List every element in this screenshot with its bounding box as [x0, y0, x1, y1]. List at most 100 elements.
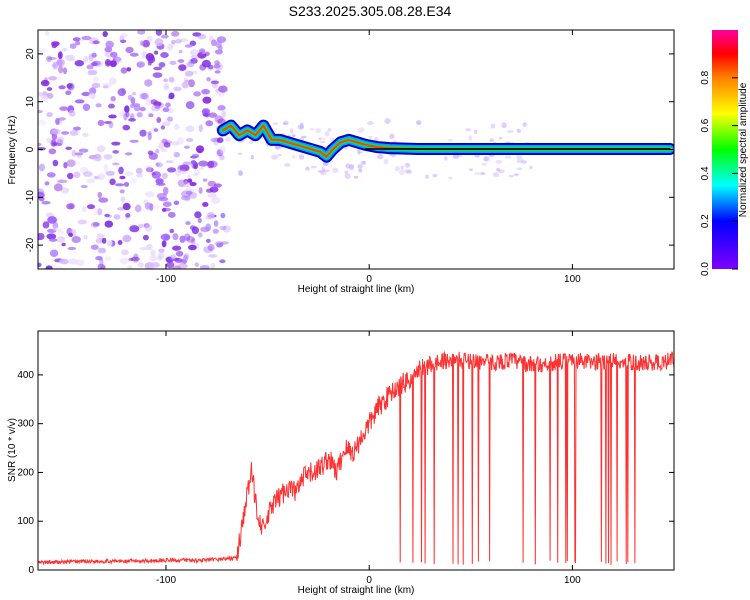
noise-blob	[134, 204, 142, 213]
noise-blob	[138, 223, 144, 229]
colorbar-tick-label: 0.2	[700, 214, 711, 228]
noise-blob	[212, 228, 219, 234]
noise-blob	[206, 238, 211, 243]
noise-blob	[162, 201, 172, 207]
noise-blob	[192, 70, 198, 75]
x-tick-label: 0	[366, 274, 372, 285]
noise-blob	[404, 162, 411, 168]
noise-blob	[40, 79, 50, 87]
noise-blob	[104, 220, 114, 228]
noise-blob	[237, 152, 243, 155]
noise-blob	[41, 80, 49, 84]
y-tick-label: 20	[25, 48, 36, 60]
noise-blob	[47, 57, 57, 60]
noise-blob	[53, 265, 63, 269]
noise-blob	[71, 149, 77, 157]
noise-blob	[317, 170, 325, 173]
noise-blob	[129, 139, 139, 143]
noise-blob	[498, 137, 503, 140]
noise-blob	[183, 254, 188, 263]
noise-blob	[81, 91, 91, 97]
noise-blob	[38, 196, 45, 202]
noise-blob	[508, 174, 514, 178]
noise-blob	[46, 55, 52, 62]
noise-blob	[142, 39, 151, 48]
colorbar-tick-label: 0.0	[700, 262, 711, 276]
noise-blob	[144, 79, 153, 87]
y-tick-label: -10	[25, 190, 36, 205]
noise-blob	[207, 180, 217, 187]
noise-blob	[119, 175, 126, 180]
noise-blob	[68, 110, 76, 117]
noise-blob	[111, 141, 121, 146]
noise-blob	[178, 64, 187, 71]
noise-blob	[51, 128, 61, 135]
noise-blob	[44, 181, 50, 186]
noise-blob	[139, 106, 146, 112]
noise-blob	[130, 256, 140, 262]
noise-blob	[40, 94, 48, 102]
noise-blob	[171, 30, 180, 37]
noise-blob	[198, 232, 203, 238]
noise-blob	[81, 205, 87, 213]
noise-blob	[47, 216, 57, 224]
noise-blob	[197, 33, 207, 40]
noise-blob	[47, 92, 54, 99]
noise-blob	[145, 165, 152, 173]
noise-blob	[90, 244, 99, 250]
y-tick-label: 0	[28, 565, 34, 576]
noise-blob	[121, 249, 129, 256]
noise-blob	[216, 137, 224, 144]
noise-blob	[161, 240, 167, 248]
noise-blob	[73, 126, 81, 131]
noise-blob	[163, 142, 171, 148]
noise-blob	[57, 51, 63, 60]
noise-blob	[154, 50, 159, 55]
noise-blob	[160, 125, 166, 130]
noise-blob	[309, 128, 315, 131]
noise-blob	[49, 249, 59, 257]
noise-blob	[218, 156, 226, 161]
noise-blob	[127, 94, 133, 101]
noise-blob	[214, 241, 224, 246]
noise-blob	[61, 131, 70, 135]
noise-blob	[89, 87, 97, 95]
noise-blob	[201, 88, 210, 95]
noise-blob	[68, 258, 78, 265]
noise-blob	[168, 92, 175, 100]
snr-frame	[37, 330, 675, 571]
noise-blob	[171, 39, 176, 45]
noise-blob	[158, 252, 165, 260]
noise-blob	[148, 113, 154, 118]
noise-blob	[384, 118, 391, 124]
noise-blob	[219, 146, 226, 154]
noise-blob	[195, 145, 205, 154]
noise-blob	[416, 120, 422, 126]
noise-blob	[73, 171, 81, 179]
noise-blob	[75, 40, 81, 46]
noise-blob	[480, 172, 486, 176]
noise-blob	[58, 65, 64, 74]
noise-blob	[41, 200, 51, 205]
noise-blob	[76, 259, 85, 267]
noise-blob	[182, 161, 192, 166]
noise-blob	[197, 217, 202, 224]
noise-blob	[282, 122, 288, 125]
noise-blob	[71, 236, 81, 243]
noise-blob	[238, 170, 244, 176]
noise-blob	[50, 139, 57, 147]
noise-blob	[178, 49, 183, 54]
noise-blob	[63, 162, 68, 169]
noise-blob	[172, 233, 179, 241]
noise-blob	[99, 258, 104, 266]
noise-blob	[180, 38, 189, 43]
noise-blob	[210, 80, 219, 85]
noise-blob	[208, 112, 218, 118]
noise-blob	[83, 55, 89, 63]
noise-blob	[52, 222, 59, 230]
noise-blob	[87, 69, 98, 76]
noise-blob	[108, 103, 115, 109]
noise-blob	[126, 67, 132, 72]
noise-blob	[150, 266, 156, 269]
